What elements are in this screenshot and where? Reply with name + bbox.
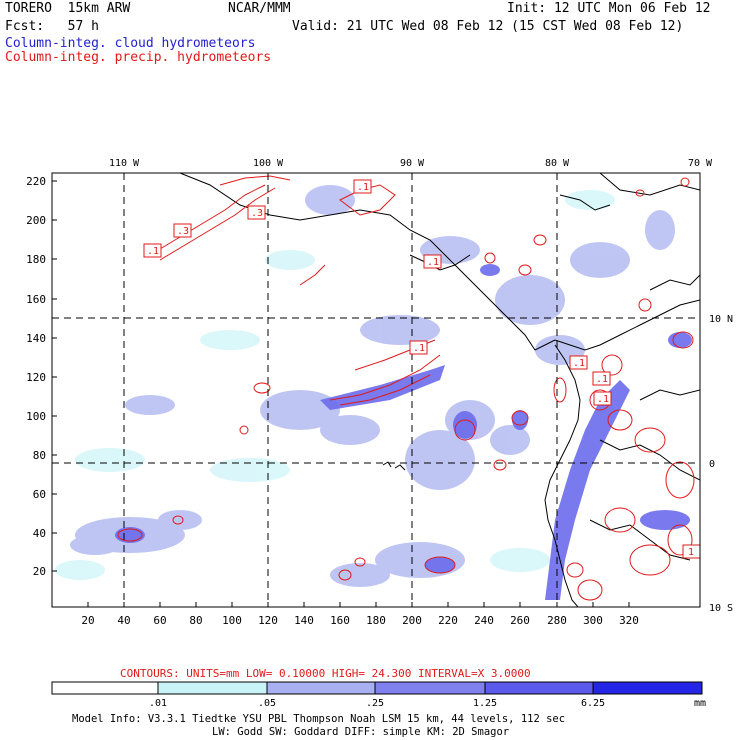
map-content bbox=[52, 173, 700, 607]
x-tick-label: 180 bbox=[366, 614, 386, 627]
contour-info: CONTOURS: UNITS=mm LOW= 0.10000 HIGH= 24… bbox=[120, 667, 531, 680]
colorbar-label: .25 bbox=[366, 698, 384, 709]
lon-label: 100 W bbox=[253, 158, 284, 169]
y-tick-label: 200 bbox=[26, 214, 46, 227]
y-tick-label: 120 bbox=[26, 371, 46, 384]
x-tick-label: 280 bbox=[547, 614, 567, 627]
footer-line2: LW: Godd SW: Goddard DIFF: simple KM: 2D… bbox=[212, 726, 509, 738]
x-tick-label: 100 bbox=[222, 614, 242, 627]
org-label: NCAR/MMM bbox=[228, 1, 291, 16]
contour-label: .1 bbox=[413, 343, 425, 354]
graticule bbox=[52, 173, 700, 607]
x-tick-label: 260 bbox=[510, 614, 530, 627]
y-tick-label: 220 bbox=[26, 175, 46, 188]
x-axis: 20 40 60 80 100 120 140 160 180 200 220 … bbox=[81, 602, 639, 627]
y-tick-label: 60 bbox=[33, 488, 46, 501]
lon-label: 80 W bbox=[545, 158, 570, 169]
x-tick-label: 320 bbox=[619, 614, 639, 627]
lat-label: 0 bbox=[709, 459, 715, 470]
y-tick-label: 80 bbox=[33, 449, 46, 462]
cloud-shading-thin bbox=[55, 190, 615, 580]
contour-label-group: .1 .3 .3 .1 .1 .1 .1 .1 .1 1 bbox=[143, 179, 701, 559]
x-tick-label: 20 bbox=[81, 614, 94, 627]
x-tick-label: 120 bbox=[258, 614, 278, 627]
x-tick-label: 220 bbox=[438, 614, 458, 627]
x-tick-label: 300 bbox=[583, 614, 603, 627]
cloud-shading bbox=[70, 185, 675, 587]
init-time: Init: 12 UTC Mon 06 Feb 12 bbox=[507, 1, 711, 16]
lon-labels: 110 W 100 W 90 W 80 W 70 W bbox=[109, 158, 713, 169]
valid-time: Valid: 21 UTC Wed 08 Feb 12 (15 CST Wed … bbox=[292, 19, 684, 34]
legend-cloud: Column-integ. cloud hydrometeors bbox=[5, 36, 256, 51]
lat-label: 10 S bbox=[709, 603, 733, 614]
contour-label: .1 bbox=[357, 182, 369, 193]
lon-label: 90 W bbox=[400, 158, 425, 169]
contour-label: .3 bbox=[251, 208, 263, 219]
precip-contours bbox=[117, 175, 695, 601]
contour-label: .1 bbox=[597, 394, 609, 405]
x-tick-label: 140 bbox=[294, 614, 314, 627]
contour-label: .1 bbox=[573, 358, 585, 369]
lon-label: 110 W bbox=[109, 158, 140, 169]
legend-precip: Column-integ. precip. hydrometeors bbox=[5, 50, 272, 65]
colorbar-label: 1.25 bbox=[473, 698, 497, 709]
colorbar-labels: .01 .05 .25 1.25 6.25 mm bbox=[149, 698, 706, 709]
contour-label: .3 bbox=[177, 226, 189, 237]
x-tick-label: 80 bbox=[189, 614, 202, 627]
x-tick-label: 160 bbox=[330, 614, 350, 627]
y-tick-label: 140 bbox=[26, 332, 46, 345]
colorbar-label: .01 bbox=[149, 698, 167, 709]
colorbar bbox=[51, 681, 703, 695]
lat-labels: 10 N 0 10 S bbox=[709, 314, 733, 614]
coastlines bbox=[179, 173, 700, 607]
forecast-hour: Fcst: 57 h bbox=[5, 19, 99, 34]
contour-label: 1 bbox=[688, 547, 694, 558]
x-tick-label: 200 bbox=[402, 614, 422, 627]
x-tick-label: 240 bbox=[474, 614, 494, 627]
x-tick-label: 60 bbox=[153, 614, 166, 627]
y-tick-label: 20 bbox=[33, 565, 46, 578]
contour-label: .1 bbox=[596, 374, 608, 385]
y-tick-label: 40 bbox=[33, 527, 46, 540]
lon-label: 70 W bbox=[688, 158, 713, 169]
colorbar-unit: mm bbox=[694, 698, 706, 709]
x-tick-label: 40 bbox=[117, 614, 130, 627]
colorbar-label: .05 bbox=[258, 698, 276, 709]
y-tick-label: 180 bbox=[26, 253, 46, 266]
y-tick-label: 160 bbox=[26, 293, 46, 306]
contour-label: .1 bbox=[147, 246, 159, 257]
contour-label: .1 bbox=[427, 257, 439, 268]
y-tick-label: 100 bbox=[26, 410, 46, 423]
lat-label: 10 N bbox=[709, 314, 733, 325]
footer-line1: Model Info: V3.3.1 Tiedtke YSU PBL Thomp… bbox=[72, 713, 565, 725]
colorbar-label: 6.25 bbox=[581, 698, 605, 709]
y-axis: 20 40 60 80 100 120 140 160 180 200 220 bbox=[26, 175, 57, 578]
model-name: TORERO 15km ARW bbox=[5, 1, 131, 16]
